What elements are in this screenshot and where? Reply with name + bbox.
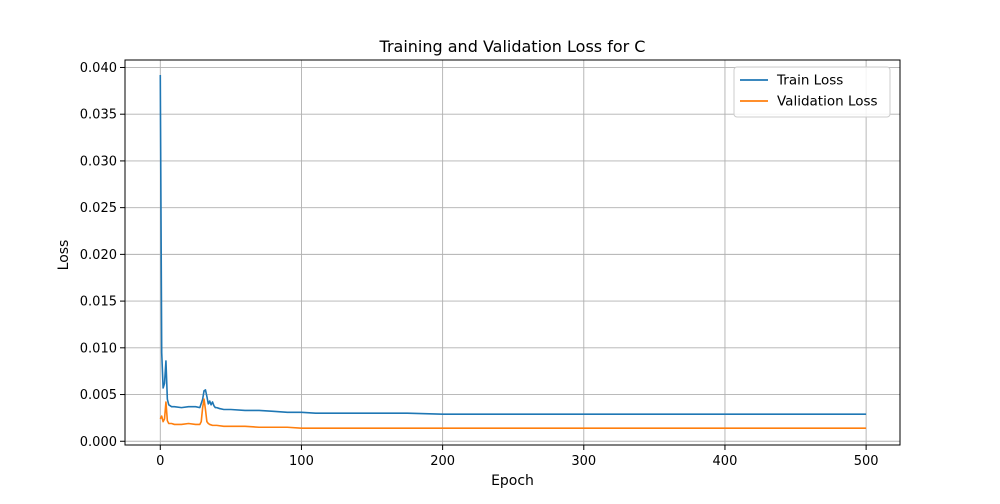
axes: 0 100 200 300 400 500 0.000 0.005 0.010 0.015 0.02…: [80, 59, 901, 469]
x-tick-label: 500: [854, 454, 879, 469]
x-tick-label: 100: [289, 454, 314, 469]
y-tick-label: 0.030: [80, 154, 117, 169]
x-tick-label: 200: [430, 454, 455, 469]
y-tick-label: 0.020: [80, 248, 117, 263]
y-tick-label: 0.035: [80, 108, 117, 123]
y-tick-label: 0.040: [80, 61, 117, 76]
y-tick-label: 0.010: [80, 341, 117, 356]
chart-title: Training and Validation Loss for C: [379, 37, 646, 56]
grid: [125, 60, 900, 445]
y-tick-label: 0.005: [80, 388, 117, 403]
x-tick-label: 400: [713, 454, 738, 469]
legend-label: Train Loss: [776, 73, 843, 89]
series-line-validation-loss: [159, 398, 867, 429]
legend-box: [733, 66, 891, 118]
x-tick-label: 300: [571, 454, 596, 469]
y-tick-label: 0.000: [80, 435, 117, 450]
legend-label: Validation Loss: [777, 94, 878, 110]
series-lines: [159, 74, 867, 429]
plot-frame: [124, 59, 901, 446]
y-tick-label: 0.025: [80, 201, 117, 216]
y-tick-label: 0.015: [80, 295, 117, 310]
y-axis-label: Loss: [56, 240, 72, 271]
legend: Train Loss Validation Loss: [733, 66, 891, 118]
x-tick-label: 0: [156, 454, 164, 469]
series-line-train-loss: [159, 74, 867, 415]
x-axis-label: Epoch: [491, 473, 534, 489]
